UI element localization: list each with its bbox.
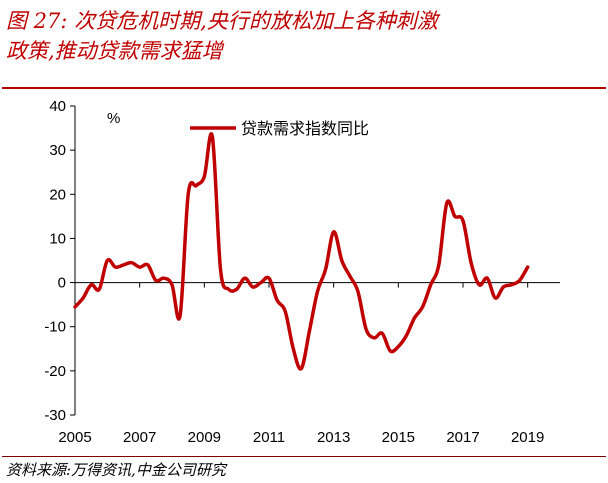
legend-label: 贷款需求指数同比: [241, 119, 369, 138]
line-chart: -30 -20 -10 0 10 20 30 40 2005 2007 2009 2011 2013 20…: [44, 98, 560, 446]
y-tick-label: 30: [49, 142, 66, 159]
series-line-loan-demand-index: [73, 132, 530, 371]
x-tick-label: 2007: [123, 429, 156, 446]
y-axis-unit-label: %: [107, 110, 120, 127]
y-tick-label: -10: [44, 319, 66, 336]
x-tick-label: 2005: [58, 429, 91, 446]
y-tick-label: -30: [44, 407, 66, 424]
x-tick-label: 2019: [511, 429, 544, 446]
source-divider: [2, 456, 606, 457]
x-tick-label: 2011: [253, 429, 285, 446]
figure-title-line-2: 政策,推动贷款需求猛增: [6, 39, 223, 63]
y-tick-label: 40: [49, 98, 66, 115]
x-tick-label: 2017: [446, 429, 479, 446]
y-tick-label: -20: [44, 363, 66, 380]
y-tick-label: 10: [49, 230, 66, 247]
x-tick-label: 2009: [188, 429, 221, 446]
figure-title-line-1: 图 27: 次贷危机时期,央行的放松加上各种刺激: [6, 9, 438, 33]
source-note: 资料来源:万得资讯,中金公司研究: [6, 461, 226, 479]
y-tick-label: 20: [49, 186, 66, 203]
x-tick-label: 2013: [317, 429, 350, 446]
x-tick-label: 2015: [382, 429, 415, 446]
figure-title: 图 27: 次贷危机时期,央行的放松加上各种刺激 政策,推动贷款需求猛增: [6, 6, 604, 66]
y-tick-label: 0: [58, 275, 66, 292]
title-divider: [2, 87, 606, 89]
